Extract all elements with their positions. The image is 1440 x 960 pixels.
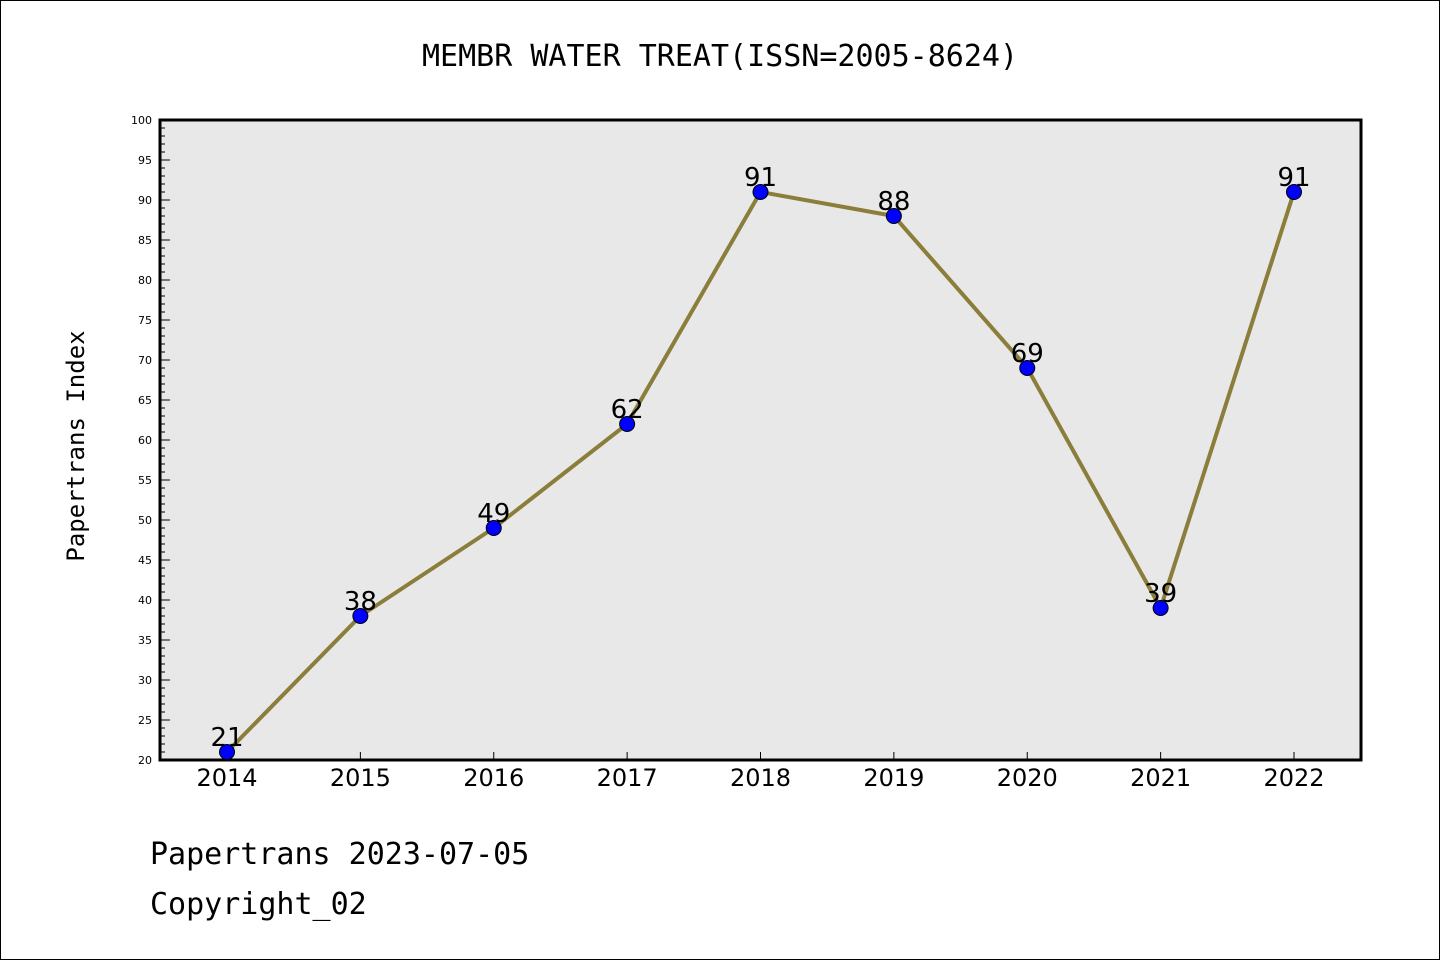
data-point: [485, 520, 502, 536]
data-point: [752, 184, 769, 200]
data-point: [352, 608, 369, 624]
x-tick-label: 2021: [1130, 764, 1191, 792]
x-tick-label: 2016: [463, 764, 524, 792]
x-tick-label: 2018: [730, 764, 791, 792]
x-tick-label: 2022: [1263, 764, 1324, 792]
x-tick-label: 2017: [597, 764, 658, 792]
x-tick-label: 2015: [330, 764, 391, 792]
y-tick-label: 35: [138, 634, 152, 647]
footer-date: Papertrans 2023-07-05: [150, 837, 529, 872]
y-tick-label: 65: [138, 394, 152, 407]
data-label: 62: [611, 395, 644, 425]
data-point: [1152, 600, 1169, 616]
y-tick-label: 50: [138, 514, 152, 527]
data-label: 39: [1144, 579, 1177, 609]
y-tick-label: 85: [138, 234, 152, 247]
y-tick-label: 95: [138, 154, 152, 167]
x-axis: 2014 2015 2016 2017 2018 2019 2020 2021 2022: [196, 752, 1325, 792]
data-point: [885, 208, 902, 224]
y-tick-label: 70: [138, 354, 152, 367]
y-tick-label: 100: [131, 114, 152, 127]
x-tick-label: 2020: [997, 764, 1058, 792]
x-tick-label: 2019: [863, 764, 924, 792]
data-point: [1019, 360, 1036, 376]
y-tick-label: 80: [138, 274, 152, 287]
x-tick-label: 2014: [196, 764, 257, 792]
y-axis: 20 25 30 35 40 45 50 55 60 65 70 75 80 85 90 95 100: [131, 114, 170, 767]
y-tick-label: 30: [138, 674, 152, 687]
series-line-group: [219, 184, 1302, 760]
data-label: 91: [744, 163, 777, 193]
y-tick-label: 25: [138, 714, 152, 727]
data-label: 49: [477, 499, 510, 529]
y-tick-label: 75: [138, 314, 152, 327]
y-tick-label: 20: [138, 754, 152, 767]
plot-area: [158, 118, 1363, 762]
data-label: 91: [1277, 163, 1310, 193]
data-point: [219, 744, 235, 760]
data-label-group: 21 38 49 62 91 88 69 39 91: [210, 163, 1310, 753]
y-tick-label: 40: [138, 594, 152, 607]
data-label: 88: [877, 187, 910, 217]
data-label: 38: [344, 587, 377, 617]
data-label: 69: [1011, 339, 1044, 369]
y-tick-label: 45: [138, 554, 152, 567]
y-tick-label: 55: [138, 474, 152, 487]
y-tick-label: 90: [138, 194, 152, 207]
data-label: 21: [210, 723, 243, 753]
y-tick-label: 60: [138, 434, 152, 447]
data-point: [1286, 184, 1302, 200]
footer-copyright: Copyright_02: [150, 887, 367, 922]
data-point: [619, 416, 636, 432]
y-axis-label: Papertrans Index: [62, 330, 90, 561]
chart-title: MEMBR WATER TREAT(ISSN=2005-8624): [422, 39, 1018, 74]
